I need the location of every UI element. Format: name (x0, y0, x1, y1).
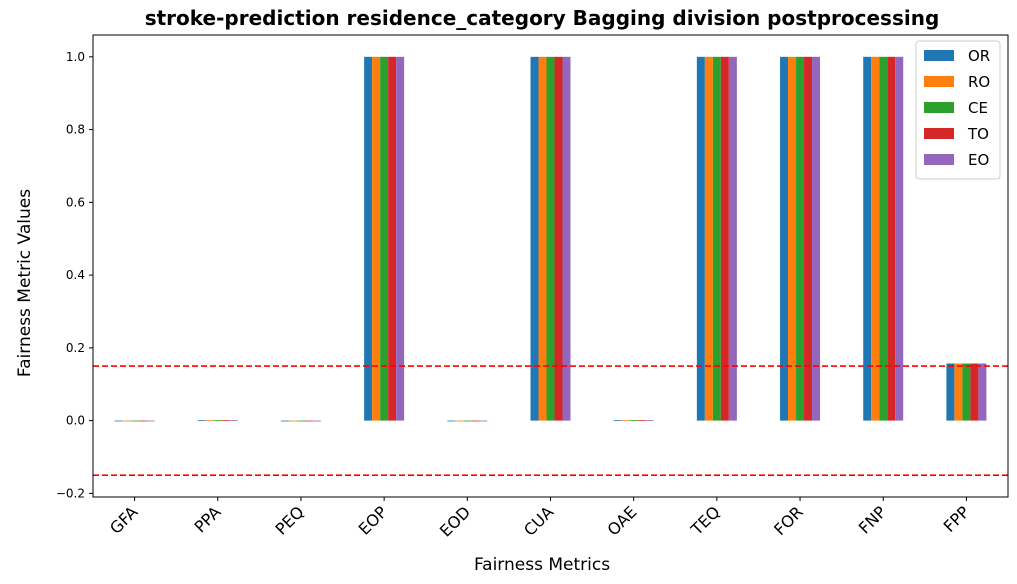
bar-to-gfa (138, 420, 147, 422)
bar-ro-fnp (871, 56, 880, 421)
x-tick-label-peq: PEQ (271, 502, 307, 538)
bar-or-fpp (946, 363, 955, 421)
bar-ro-eop (372, 56, 381, 421)
bar-eo-ppa (229, 420, 238, 422)
bar-or-eop (364, 56, 373, 421)
bar-ce-oae (629, 420, 638, 422)
legend-label-eo: EO (968, 151, 989, 169)
y-tick-label: 0.6 (66, 195, 85, 209)
bar-ro-oae (621, 420, 630, 422)
bar-ce-fpp (962, 363, 971, 421)
legend-swatch-or (924, 50, 954, 61)
bar-to-fnp (887, 56, 896, 421)
y-tick-label: 0.0 (66, 414, 85, 428)
bar-ce-fnp (879, 56, 888, 421)
y-tick-label: 1.0 (66, 50, 85, 64)
bar-ce-ppa (213, 420, 222, 422)
bar-to-peq (304, 420, 313, 422)
bar-ro-fpp (954, 363, 963, 421)
x-tick-label-eop: EOP (355, 502, 392, 539)
bar-ce-eop (380, 56, 389, 421)
bar-to-ppa (221, 420, 230, 422)
bar-ro-teq (704, 56, 713, 421)
x-tick-label-ppa: PPA (191, 502, 225, 536)
bar-to-eop (388, 56, 397, 421)
x-tick-label-oae: OAE (603, 502, 640, 539)
bar-or-gfa (114, 420, 123, 422)
y-axis-label: Fairness Metric Values (15, 189, 35, 377)
bar-to-for (804, 56, 813, 421)
bar-eo-oae (645, 420, 654, 422)
bar-eo-cua (562, 56, 571, 421)
bar-or-ppa (197, 420, 206, 422)
bar-to-fpp (970, 363, 979, 421)
bar-ro-eod (455, 420, 464, 422)
bar-eo-for (812, 56, 821, 421)
bar-to-cua (554, 56, 563, 421)
y-tick-label: 0.4 (66, 268, 85, 282)
bar-or-for (780, 56, 789, 421)
bar-ce-peq (296, 420, 305, 422)
y-tick-label: 0.8 (66, 123, 85, 137)
bar-ce-gfa (130, 420, 139, 422)
legend-box (915, 40, 1001, 180)
legend-label-ro: RO (968, 73, 990, 91)
bar-ce-eod (463, 420, 472, 422)
x-tick-label-gfa: GFA (106, 502, 141, 537)
legend-swatch-ce (924, 102, 954, 113)
bar-eo-eod (479, 420, 488, 422)
legend-label-to: TO (967, 125, 989, 143)
bar-or-peq (280, 420, 289, 422)
bar-eo-teq (728, 56, 737, 421)
bar-eo-fnp (895, 56, 904, 421)
bar-ro-ppa (205, 420, 214, 422)
legend-swatch-to (924, 128, 954, 139)
bar-or-cua (530, 56, 539, 421)
bar-to-teq (720, 56, 729, 421)
bar-eo-peq (312, 420, 321, 422)
bar-eo-fpp (978, 363, 987, 421)
x-tick-label-fnp: FNP (855, 502, 890, 537)
x-tick-label-fpp: FPP (940, 502, 974, 536)
x-tick-label-eod: EOD (436, 502, 474, 540)
x-axis-label: Fairness Metrics (474, 555, 610, 575)
bar-ro-cua (538, 56, 547, 421)
x-tick-label-teq: TEQ (687, 502, 724, 539)
bar-ro-for (788, 56, 797, 421)
bar-ce-for (796, 56, 805, 421)
legend-swatch-eo (924, 154, 954, 165)
bar-to-eod (471, 420, 480, 422)
y-tick-label: 0.2 (66, 341, 85, 355)
x-tick-label-cua: CUA (520, 502, 557, 539)
legend-label-or: OR (968, 47, 990, 65)
bar-or-fnp (863, 56, 872, 421)
bar-ro-peq (288, 420, 297, 422)
x-tick-label-for: FOR (770, 502, 807, 539)
bar-eo-gfa (146, 420, 155, 422)
plot-area: −0.2 0.0 0.2 0.4 0.6 0.8 1.0 GFA PPA PEQ EOP EOD CUA… (56, 34, 1009, 541)
y-tick-label: −0.2 (56, 486, 85, 500)
chart-title: stroke-prediction residence_category Bag… (145, 6, 940, 30)
legend-label-ce: CE (968, 99, 988, 117)
bar-or-teq (696, 56, 705, 421)
legend-swatch-ro (924, 76, 954, 87)
bar-or-eod (447, 420, 456, 422)
bar-ce-cua (546, 56, 555, 421)
bar-ro-gfa (122, 420, 131, 422)
bar-ce-teq (712, 56, 721, 421)
bar-eo-eop (396, 56, 405, 421)
legend: OR RO CE TO EO (915, 40, 1001, 180)
bar-or-oae (613, 420, 622, 422)
bar-to-oae (637, 420, 646, 422)
